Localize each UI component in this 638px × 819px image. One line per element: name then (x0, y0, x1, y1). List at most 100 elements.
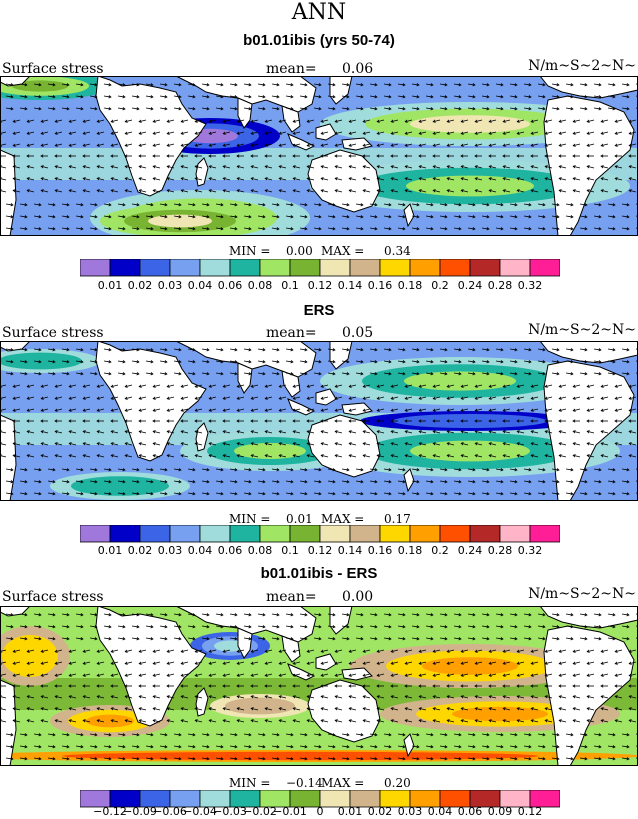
wind-vector (545, 454, 553, 458)
wind-vector-head (40, 695, 44, 699)
wind-vector-head (276, 613, 280, 617)
wind-vector (447, 408, 455, 412)
wind-vector (83, 454, 91, 458)
wind-vector-head (178, 107, 182, 111)
wind-vector (279, 430, 287, 434)
wind-vector (47, 468, 55, 471)
wind-vector-head (108, 372, 112, 376)
wind-vector (69, 442, 77, 446)
wind-vector (167, 189, 175, 193)
wind-vector (489, 649, 497, 653)
wind-vector (587, 143, 595, 147)
panel-1-mean-value: 0.06 (342, 61, 374, 77)
wind-vector (271, 360, 279, 363)
wind-vector (363, 430, 371, 434)
wind-vector-head (276, 107, 280, 111)
wind-vector-head (38, 227, 42, 231)
wind-vector (461, 454, 469, 458)
wind-vector-head (68, 396, 72, 400)
wind-vector (33, 757, 41, 760)
wind-vector (355, 83, 363, 86)
wind-vector-head (402, 745, 406, 749)
wind-vector (257, 95, 265, 98)
wind-vector (559, 189, 567, 193)
colorbar-swatch (499, 525, 531, 543)
wind-vector-head (24, 348, 28, 352)
wind-vector (341, 733, 349, 736)
wind-vector-head (40, 131, 44, 135)
wind-vector (187, 215, 195, 218)
wind-vector-head (80, 468, 84, 472)
wind-vector-head (374, 95, 378, 99)
wind-vector-head (474, 419, 478, 423)
wind-vector-head (150, 372, 154, 376)
wind-vector-head (26, 408, 30, 412)
wind-vector-head (222, 695, 226, 699)
colorbar-tick-label: 0.2 (431, 279, 449, 292)
wind-vector-head (530, 649, 534, 653)
wind-vector (579, 215, 587, 218)
wind-vector-head (136, 733, 140, 737)
wind-vector (75, 360, 83, 363)
wind-vector (405, 454, 413, 458)
wind-vector-head (502, 649, 506, 653)
wind-vector-head (544, 384, 548, 388)
wind-vector-head (460, 442, 464, 446)
wind-vector-head (264, 177, 268, 181)
panel-3-colorbar-ticks: −0.12 −0.09 −0.06 −0.04 −0.03 −0.02 −0.01 0 0.01… (80, 805, 560, 819)
wind-vector-head (108, 227, 112, 231)
colorbar-swatch (529, 259, 560, 277)
wind-vector-head (150, 468, 154, 472)
wind-vector-head (40, 661, 44, 665)
wind-vector-head (334, 649, 338, 653)
wind-vector (341, 637, 349, 640)
wind-vector-head (194, 143, 198, 147)
colorbar-swatch (169, 525, 201, 543)
wind-vector-head (402, 348, 406, 352)
wind-vector-head (404, 684, 408, 688)
wind-vector-head (374, 468, 378, 472)
wind-vector-head (152, 419, 156, 423)
wind-vector (607, 95, 615, 98)
wind-vector-head (432, 384, 436, 388)
wind-vector-head (600, 408, 604, 412)
wind-vector-head (206, 733, 210, 737)
wind-vector (153, 695, 161, 699)
wind-vector-head (306, 408, 310, 412)
wind-vector-head (614, 384, 618, 388)
wind-vector-head (164, 83, 168, 87)
wind-vector (97, 119, 105, 123)
wind-vector (279, 143, 287, 147)
wind-vector-head (10, 360, 14, 364)
wind-vector-head (598, 613, 602, 617)
wind-vector-head (612, 203, 616, 207)
wind-vector-head (12, 396, 16, 400)
wind-vector-head (530, 707, 534, 711)
wind-vector-head (472, 492, 476, 496)
wind-vector-head (222, 189, 226, 193)
wind-vector-head (208, 649, 212, 653)
wind-vector-head (236, 154, 240, 158)
wind-vector (621, 757, 629, 760)
wind-vector (341, 625, 349, 628)
wind-vector-head (26, 419, 30, 423)
wind-vector-head (430, 215, 434, 219)
wind-vector (537, 613, 545, 616)
wind-vector-head (292, 419, 296, 423)
wind-vector-head (166, 189, 170, 193)
wind-vector-head (10, 637, 14, 641)
wind-vector-head (276, 360, 280, 364)
wind-vector-head (138, 131, 142, 135)
wind-vector-head (516, 695, 520, 699)
wind-vector (285, 625, 293, 628)
wind-vector (257, 625, 265, 628)
wind-vector (419, 430, 427, 434)
wind-vector-head (292, 719, 296, 723)
wind-vector-head (178, 613, 182, 617)
wind-vector-head (24, 613, 28, 617)
wind-vector (565, 637, 573, 640)
wind-vector-head (108, 492, 112, 496)
wind-vector (397, 360, 405, 363)
wind-vector (229, 215, 237, 218)
wind-vector-head (38, 468, 42, 472)
